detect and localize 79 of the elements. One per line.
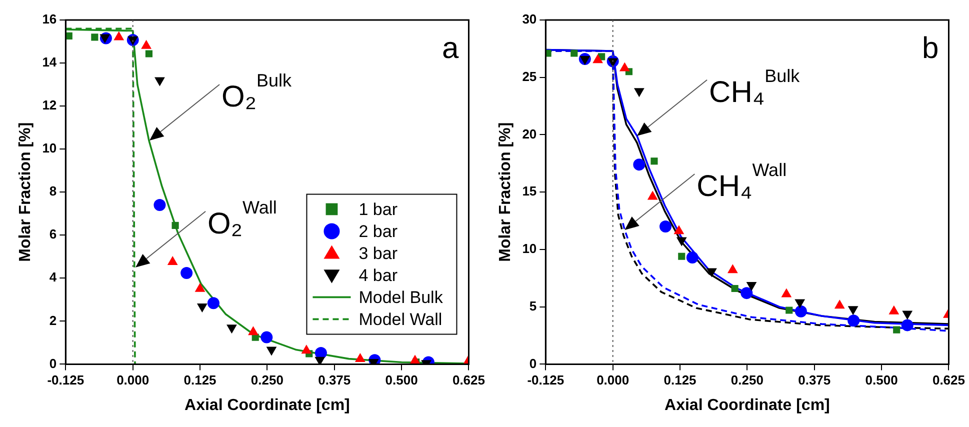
point <box>674 225 684 234</box>
legend-label: Model Wall <box>358 310 442 329</box>
x-tick-label: -0.125 <box>527 372 564 388</box>
point <box>248 326 258 336</box>
point <box>848 314 860 327</box>
y-tick-label: 8 <box>49 184 57 199</box>
x-tick-label: 0.625 <box>452 372 486 388</box>
point <box>314 356 326 364</box>
point <box>207 297 220 310</box>
x-tick-label: 0.375 <box>318 372 351 388</box>
x-axis-title: Axial Coordinate [cm] <box>664 396 830 414</box>
point <box>740 287 753 300</box>
y-tick-label: 2 <box>49 312 57 328</box>
x-tick-label: 0.500 <box>865 372 898 388</box>
point <box>633 158 646 171</box>
point <box>167 256 178 266</box>
x-tick-label: -0.125 <box>47 372 84 388</box>
annotation: b <box>922 32 939 65</box>
y-tick-label: 30 <box>522 12 537 27</box>
point <box>546 50 552 57</box>
point <box>786 306 793 314</box>
point <box>781 288 792 298</box>
y-tick-label: 0 <box>529 356 537 371</box>
point <box>901 319 914 332</box>
y-axis-title: Molar Fraction [%] <box>497 122 514 262</box>
x-tick-label: 0.250 <box>730 372 764 388</box>
x-tick-label: 0.125 <box>184 372 216 388</box>
y-tick-label: 15 <box>522 184 537 199</box>
point <box>650 158 658 165</box>
y-tick-label: 16 <box>42 12 57 27</box>
point <box>91 34 98 41</box>
y-tick-label: 12 <box>42 98 57 113</box>
x-tick-label: 0.500 <box>385 372 418 388</box>
x-tick-label: 0.000 <box>596 372 630 388</box>
point <box>888 305 900 314</box>
point <box>180 266 193 279</box>
y-tick-label: 14 <box>42 54 58 70</box>
y-tick-label: 5 <box>529 298 537 314</box>
y-axis-title: Molar Fraction [%] <box>17 122 34 262</box>
legend-label: 1 bar <box>358 200 398 219</box>
y-tick-label: 20 <box>522 126 537 142</box>
x-axis-title: Axial Coordinate [cm] <box>184 396 350 414</box>
x-tick-label: 0.250 <box>250 372 284 388</box>
point <box>660 220 672 233</box>
y-tick-label: 10 <box>522 241 537 256</box>
legend-label: 4 bar <box>358 266 398 285</box>
point <box>260 331 273 344</box>
point <box>145 50 152 58</box>
point <box>731 284 738 292</box>
point <box>834 300 845 309</box>
point <box>893 326 900 334</box>
legend-label: 2 bar <box>358 222 398 241</box>
legend-label: 3 bar <box>358 244 398 263</box>
y-tick-label: 0 <box>49 356 57 371</box>
x-tick-label: 0.375 <box>798 372 831 388</box>
x-tick-label: 0.125 <box>664 372 696 388</box>
point <box>794 305 807 318</box>
point <box>154 199 166 212</box>
legend-label: Model Bulk <box>358 288 444 307</box>
point <box>154 77 165 86</box>
point <box>592 54 603 64</box>
y-tick-label: 25 <box>522 68 537 84</box>
point <box>727 264 738 274</box>
annotation: a <box>442 32 460 65</box>
y-tick-label: 10 <box>42 140 57 156</box>
point <box>410 354 420 364</box>
point <box>354 353 366 362</box>
point <box>172 222 179 229</box>
x-tick-label: 0.000 <box>116 372 150 388</box>
point <box>619 62 630 72</box>
y-tick-label: 6 <box>49 226 57 242</box>
point <box>647 190 658 200</box>
point <box>686 252 698 264</box>
y-tick-label: 4 <box>49 270 58 285</box>
point <box>194 282 206 292</box>
x-tick-label: 0.625 <box>932 372 966 388</box>
point <box>678 252 686 260</box>
point <box>301 344 312 354</box>
point <box>570 50 578 57</box>
